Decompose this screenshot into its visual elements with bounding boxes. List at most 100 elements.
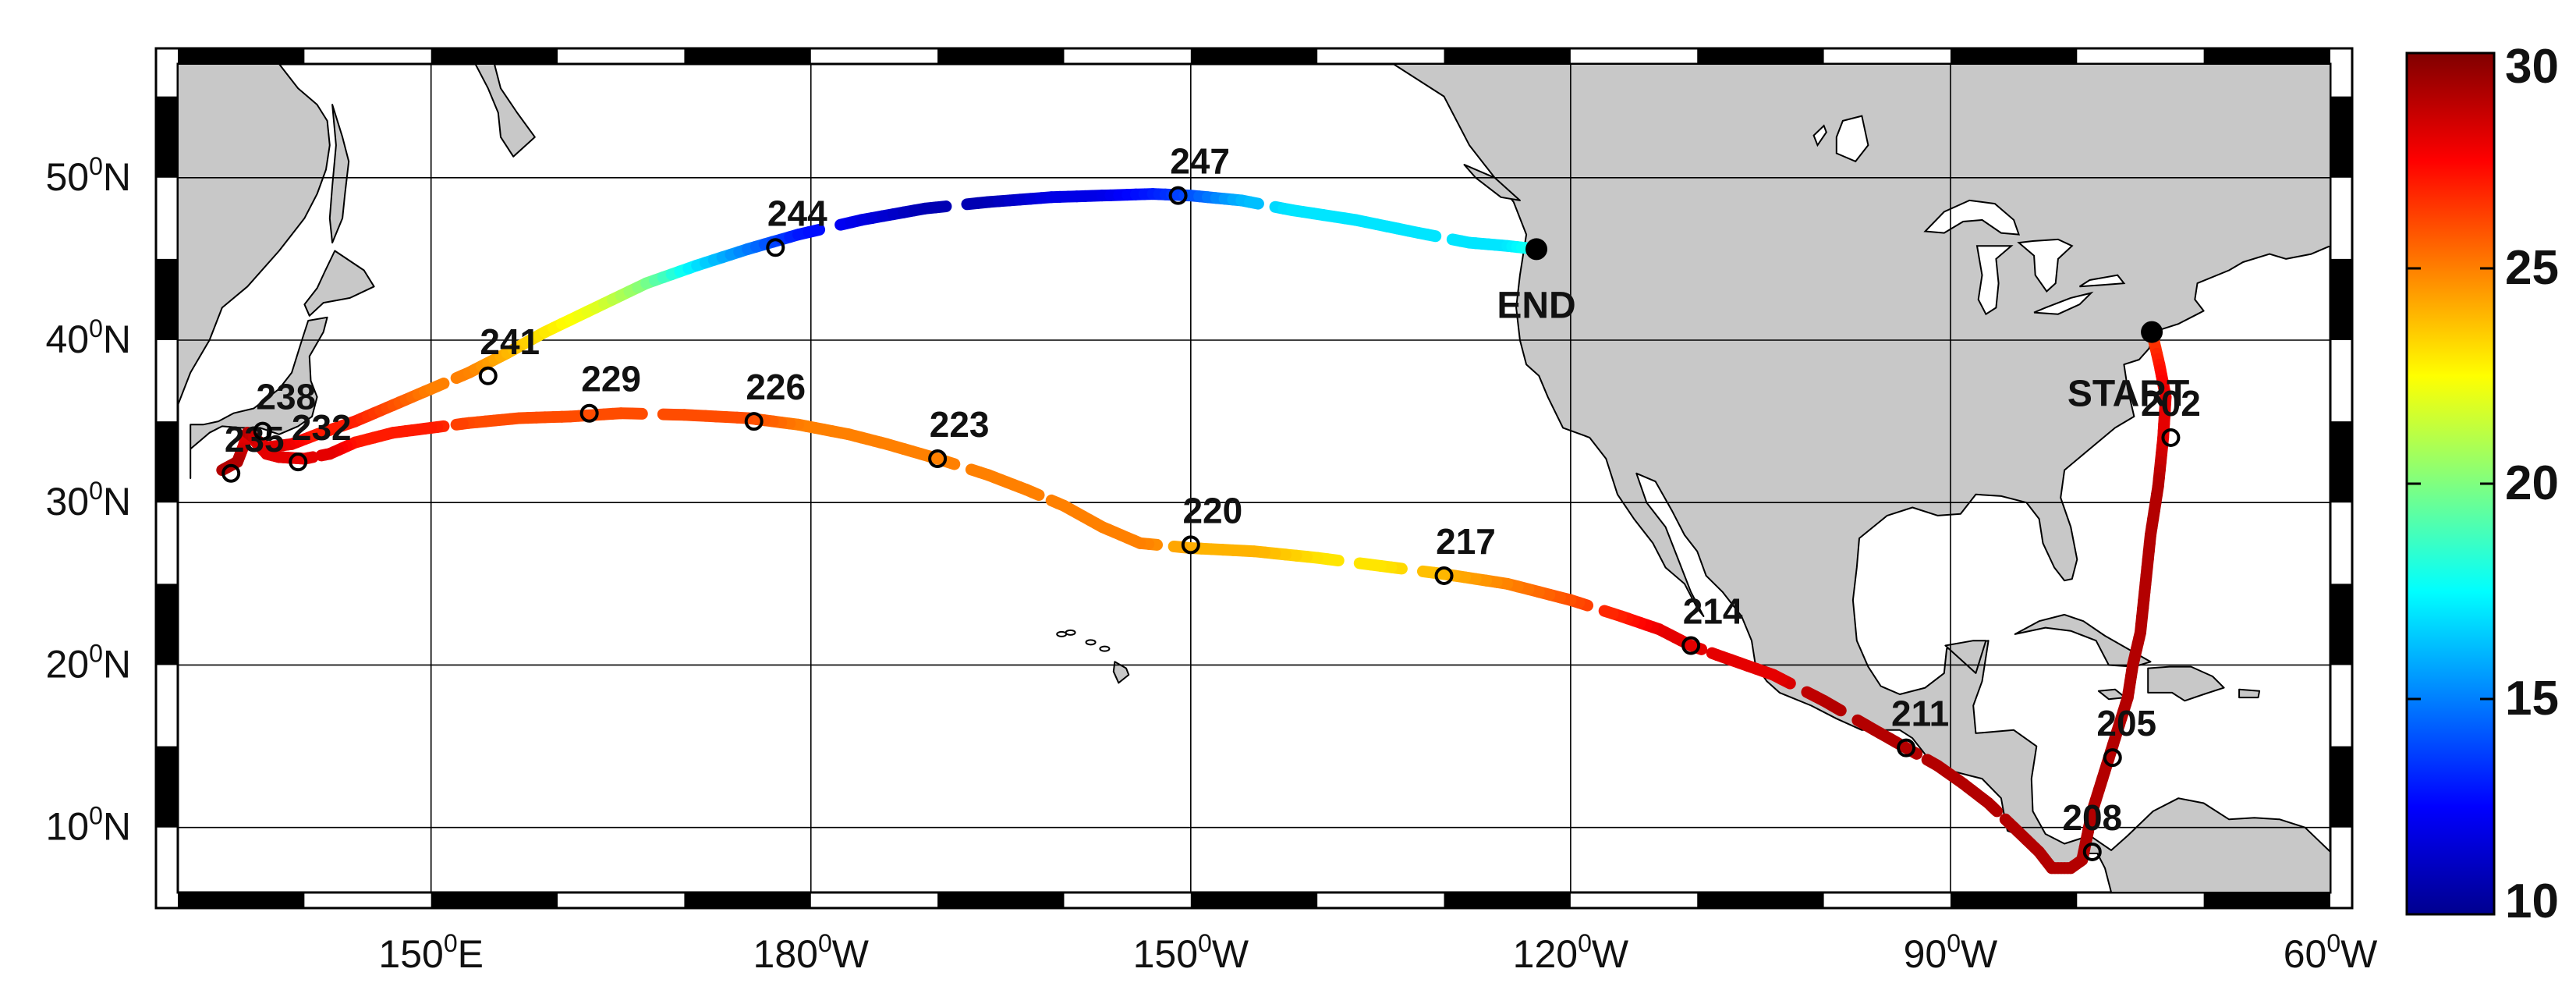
day-marker-label: 235 xyxy=(225,419,285,459)
track-segment xyxy=(1174,546,1182,547)
degree-sup: 0 xyxy=(444,929,458,957)
hemisphere: W xyxy=(1961,932,1998,976)
colorbar-tick-label: 20 xyxy=(2505,456,2559,510)
frame-checker-right xyxy=(2330,421,2352,502)
track-segment xyxy=(1051,500,1058,502)
track-segment xyxy=(1927,760,1933,763)
hawaii-islet xyxy=(1100,647,1109,651)
day-marker-label: 238 xyxy=(256,377,316,417)
colorbar-tick-label: 30 xyxy=(2505,40,2559,94)
degree-sup: 0 xyxy=(89,802,103,830)
degree-sup: 0 xyxy=(89,477,103,505)
hemisphere: W xyxy=(1212,932,1249,976)
day-marker-label: 220 xyxy=(1182,490,1242,530)
track-segment xyxy=(1604,611,1613,613)
frame-checker-top xyxy=(431,48,558,64)
track-segment xyxy=(1427,235,1436,236)
day-marker-label: 241 xyxy=(480,321,540,362)
frame-checker-bottom xyxy=(431,892,558,908)
hemisphere: N xyxy=(103,480,131,523)
frame-checker-bottom xyxy=(1444,892,1571,908)
hemisphere: N xyxy=(103,805,131,849)
track-segment xyxy=(321,455,325,456)
lon-tick-label: 1500E xyxy=(378,929,484,976)
degree-sup: 0 xyxy=(89,152,103,180)
start-label: START xyxy=(2068,374,2189,415)
frame-checker-right xyxy=(2330,97,2352,178)
frame-checker-right xyxy=(2330,259,2352,340)
colorbar-tick-label: 25 xyxy=(2505,241,2559,295)
hawaii-islet xyxy=(1086,640,1096,644)
colorbar-tick-label: 10 xyxy=(2505,875,2559,928)
track-segment xyxy=(1359,563,1370,565)
hemisphere: W xyxy=(832,932,870,976)
frame-checker-bottom xyxy=(684,892,810,908)
frame-checker-top xyxy=(1697,48,1823,64)
degree-sup: 0 xyxy=(818,929,832,957)
frame-checker-top xyxy=(684,48,810,64)
frame-checker-bottom xyxy=(2204,892,2330,908)
frame-checker-top xyxy=(1444,48,1571,64)
hemisphere: E xyxy=(458,932,484,976)
hemisphere: N xyxy=(103,318,131,361)
degree-sup: 0 xyxy=(1198,929,1212,957)
degree-sup: 0 xyxy=(89,639,103,667)
lon-tick-label: 1500W xyxy=(1133,929,1249,976)
frame-checker-top xyxy=(2204,48,2330,64)
frame-checker-right xyxy=(2330,747,2352,828)
lon-tick-label: 600W xyxy=(2284,929,2378,976)
frame-checker-left xyxy=(156,97,178,178)
frame-checker-bottom xyxy=(178,892,304,908)
track-segment xyxy=(2005,819,2009,823)
degree-sup: 0 xyxy=(1947,929,1961,957)
track-segment xyxy=(971,470,980,472)
frame-checker-top xyxy=(1191,48,1317,64)
frame-checker-right xyxy=(2330,584,2352,665)
colorbar-tick-label: 15 xyxy=(2505,672,2559,726)
land-puerto-rico xyxy=(2239,690,2259,697)
track-segment xyxy=(1858,720,1866,725)
lat-tick-label: 400N xyxy=(45,314,131,361)
start-point-marker xyxy=(2141,321,2163,343)
frame-checker-bottom xyxy=(1191,892,1317,908)
frame-checker-top xyxy=(937,48,1064,64)
frame-checker-bottom xyxy=(1697,892,1823,908)
lat-tick-label: 100N xyxy=(45,802,131,849)
lon-tick-label: 1800W xyxy=(753,929,870,976)
frame-checker-left xyxy=(156,747,178,828)
degree-sup: 0 xyxy=(2326,929,2340,957)
day-marker-label: 226 xyxy=(746,367,806,407)
frame-checker-bottom xyxy=(1951,892,2077,908)
frame-checker-left xyxy=(156,421,178,502)
degree-sup: 0 xyxy=(89,314,103,342)
track-segment xyxy=(1423,571,1433,573)
hawaii-islet xyxy=(1057,632,1066,637)
track-segment xyxy=(1807,692,1816,697)
track-segment xyxy=(438,384,444,386)
hemisphere: W xyxy=(2340,932,2378,976)
day-marker-label: 214 xyxy=(1683,591,1743,631)
lon-tick-label: 1200W xyxy=(1513,929,1629,976)
lat-tick-label: 300N xyxy=(45,477,131,523)
day-marker-label: 217 xyxy=(1436,521,1496,562)
track-segment xyxy=(935,207,946,208)
degree-sup: 0 xyxy=(1578,929,1592,957)
end-label: END xyxy=(1497,285,1575,326)
frame-checker-top xyxy=(1951,48,2077,64)
lat-tick-label: 200N xyxy=(45,639,131,686)
track-segment xyxy=(1712,653,1717,655)
hawaii-islet xyxy=(1066,630,1075,635)
frame-checker-bottom xyxy=(937,892,1064,908)
lat-tick-label: 500N xyxy=(45,152,131,199)
day-marker-label: 223 xyxy=(930,404,990,445)
lon-tick-label: 900W xyxy=(1904,929,1998,976)
track-segment xyxy=(1250,202,1259,204)
hemisphere: W xyxy=(1592,932,1629,976)
colorbar: 10 15 20 25 30 xyxy=(2407,40,2559,928)
day-marker-label: 205 xyxy=(2096,703,2156,743)
hemisphere: N xyxy=(103,155,131,199)
day-marker-label: 244 xyxy=(767,193,827,233)
day-marker-label: 208 xyxy=(2062,797,2122,838)
